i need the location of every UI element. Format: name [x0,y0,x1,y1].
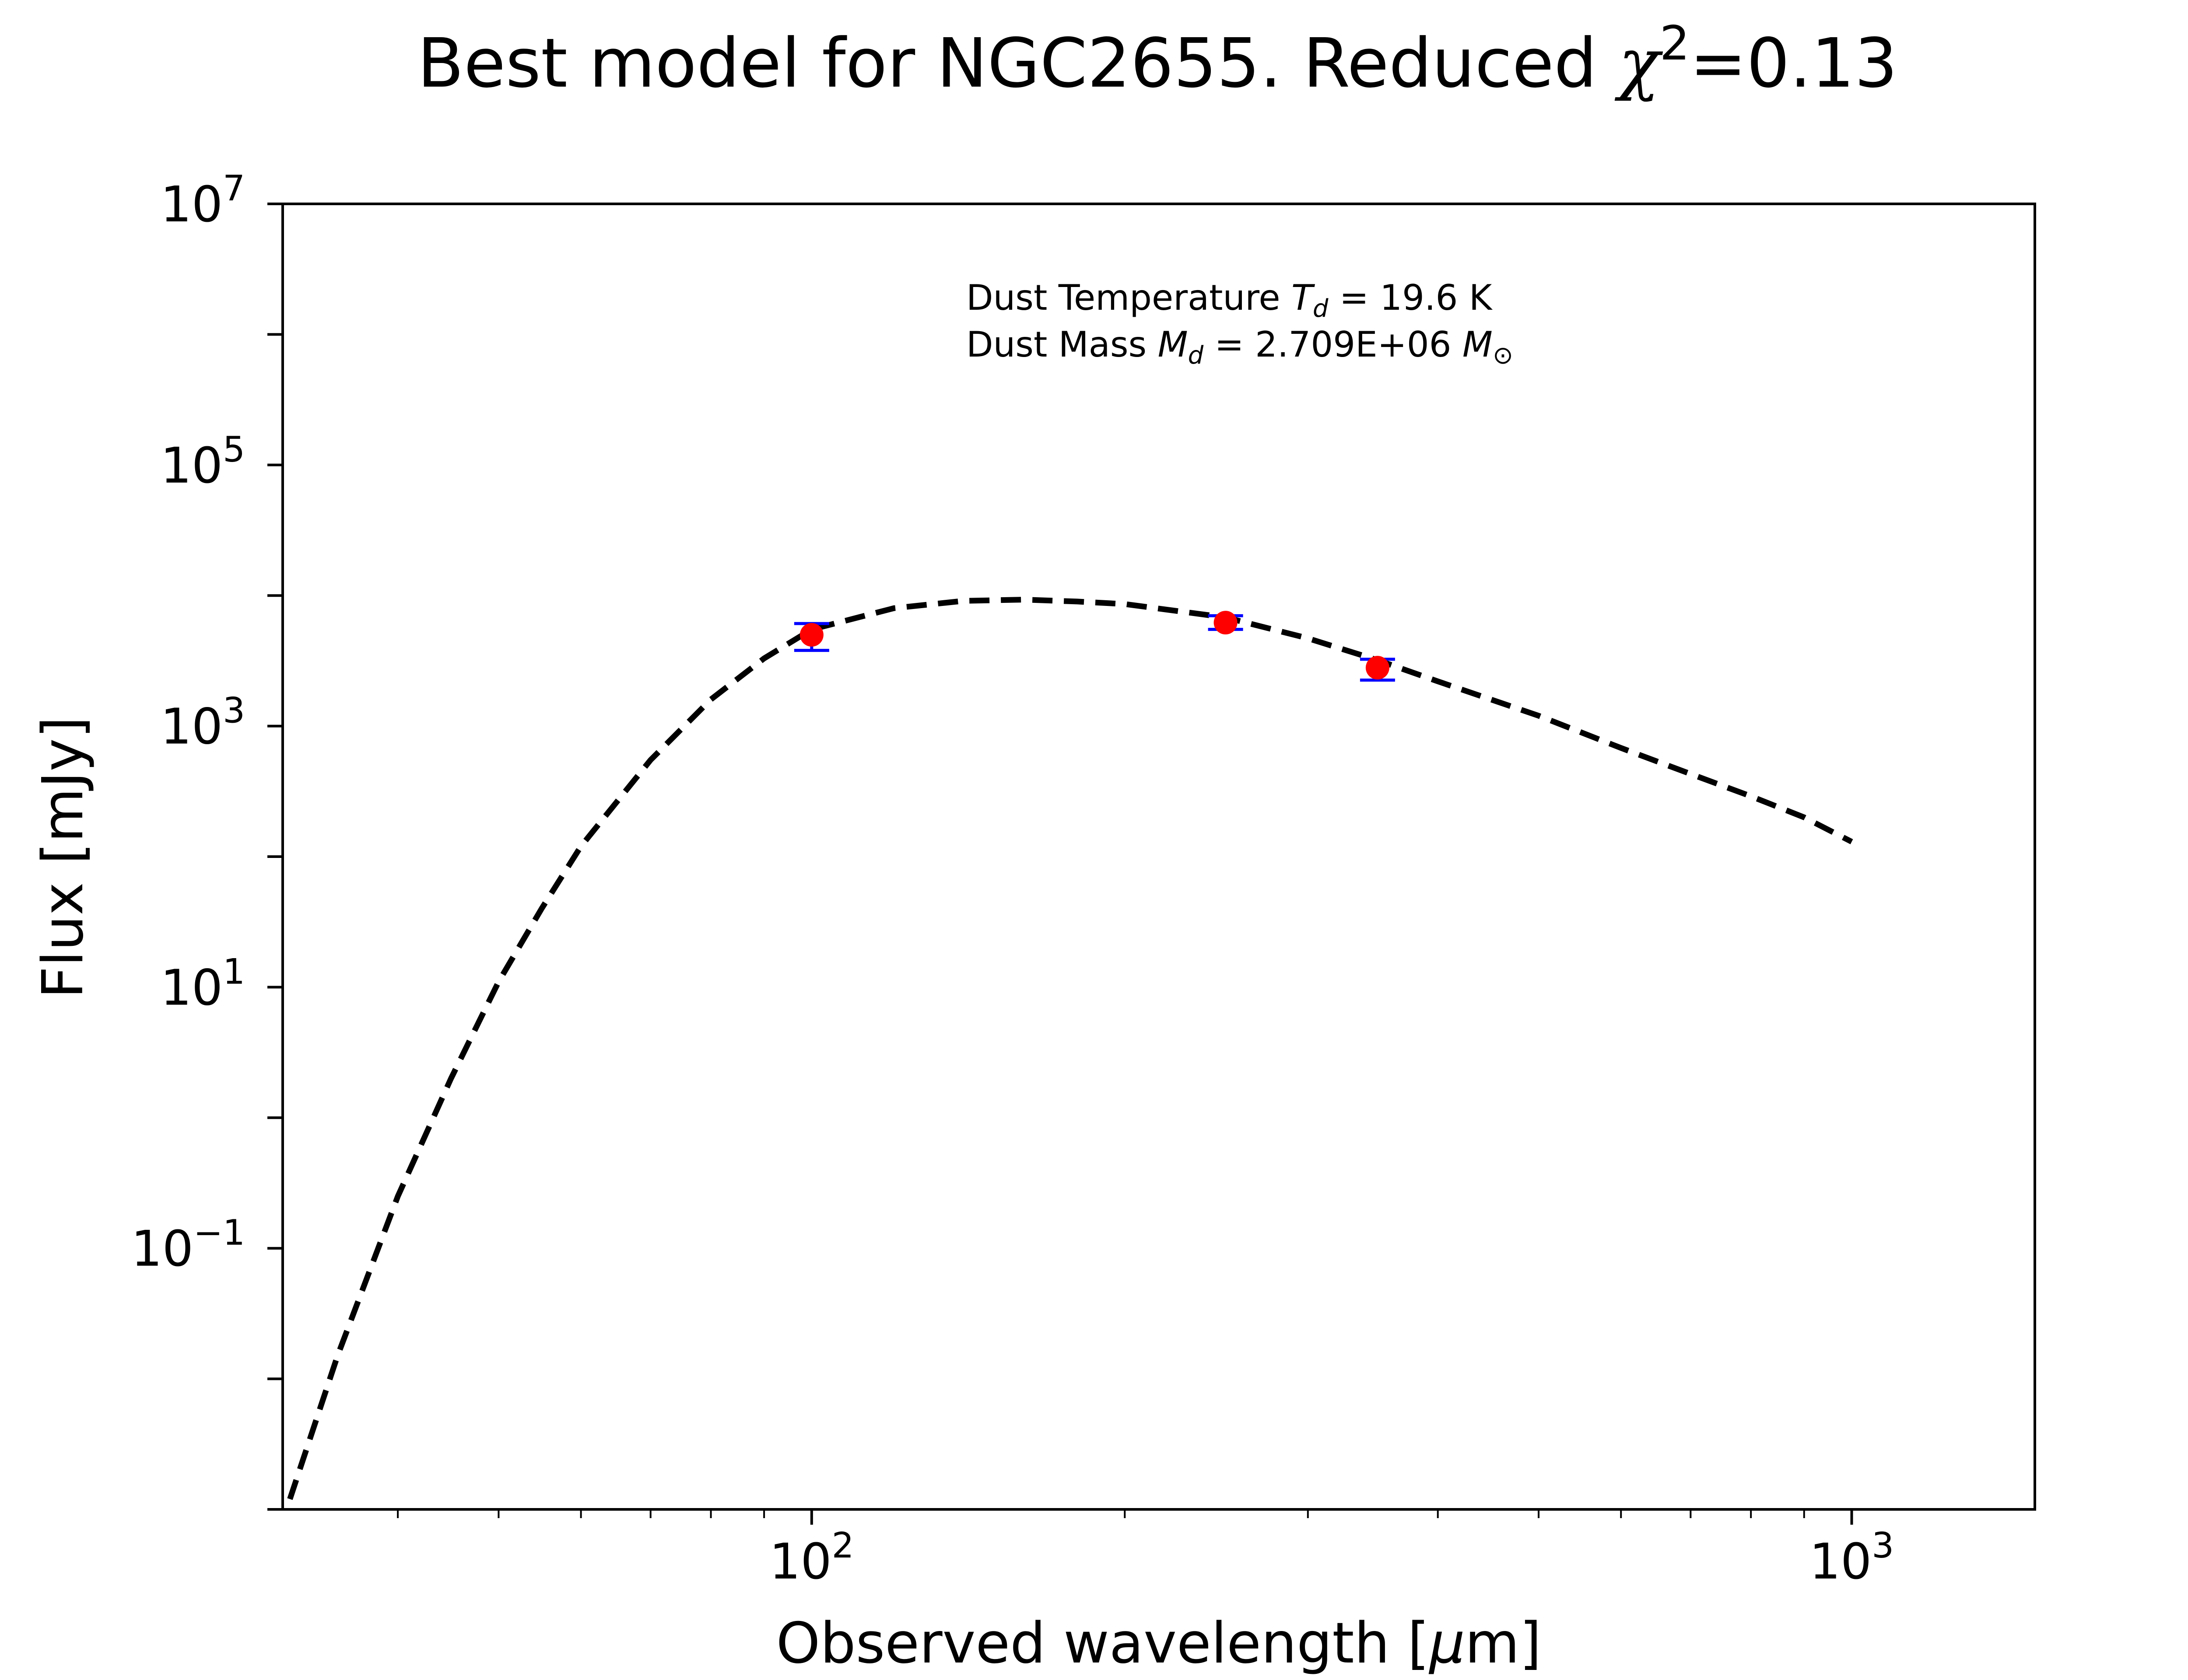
y-tick-label: 101 [161,951,245,1016]
chart-title: Best model for NGC2655. Reduced χ2=0.13 [417,16,1898,103]
data-points [799,611,1389,680]
x-axis-label: Observed wavelength [μm] [776,1611,1542,1676]
chart-title-suffix: =0.13 [1690,24,1897,103]
chart-title-exponent: 2 [1660,16,1690,71]
data-point [1213,611,1238,635]
y-tick-label: 10−1 [131,1212,245,1278]
x-tick-label: 102 [769,1525,854,1590]
annotation-dust-mass: Dust Mass Md = 2.709E+06 M⊙ [966,324,1513,370]
y-tick-label: 105 [161,429,245,494]
y-axis-tick-labels: 107 105 103 101 10−1 [131,168,245,1278]
chart-title-prefix: Best model for NGC2655. Reduced [417,24,1619,103]
y-tick-label: 103 [161,690,245,756]
x-tick-label: 103 [1809,1525,1894,1590]
chart-title-symbol: χ [1615,24,1663,103]
model-curve [287,597,1853,1500]
y-tick-label: 107 [161,168,245,233]
error-bars [794,614,1395,682]
x-axis-ticks [397,1509,1853,1525]
data-point [1365,656,1389,680]
x-axis-tick-labels: 102 103 [769,1525,1894,1590]
plot-frame [281,203,2036,1511]
data-point [799,623,824,647]
y-axis-ticks [267,203,283,1511]
annotation-dust-temperature: Dust Temperature Td = 19.6 K [966,277,1493,323]
y-axis-label: Flux [mJy] [31,717,96,999]
